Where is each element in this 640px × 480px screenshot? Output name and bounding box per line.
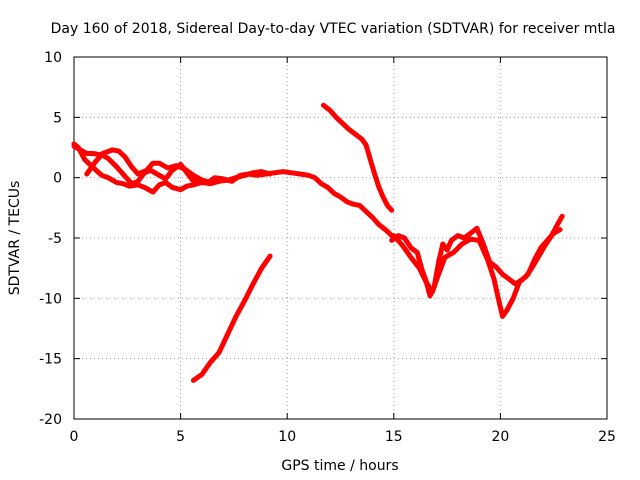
x-tick-labels: 0 5 10 15 20 25 (70, 429, 616, 445)
grid-lines (74, 57, 607, 419)
x-tick-label: 20 (491, 429, 509, 445)
x-tick-label: 25 (598, 429, 616, 445)
y-tick-label: 0 (53, 171, 62, 187)
x-tick-label: 0 (70, 429, 79, 445)
y-tick-label: 5 (53, 110, 62, 126)
series-line-trace-7 (391, 213, 565, 319)
data-series (71, 102, 565, 383)
y-tick-label: -5 (48, 231, 62, 247)
series-line-trace-2 (71, 141, 273, 195)
series-line-trace-1 (71, 143, 395, 239)
y-axis-label: SDTVAR / TECUs (7, 181, 23, 296)
x-tick-label: 10 (278, 429, 296, 445)
plot-frame (73, 56, 608, 420)
y-tick-labels: 10 5 0 -5 -10 -15 -20 (39, 50, 62, 428)
chart-title: Day 160 of 2018, Sidereal Day-to-day VTE… (51, 21, 616, 37)
series-line-trace-4 (320, 102, 395, 213)
y-tick-label: -15 (39, 352, 62, 368)
axis-ticks (73, 56, 608, 420)
x-tick-label: 15 (385, 429, 403, 445)
x-tick-label: 5 (176, 429, 185, 445)
y-tick-label: 10 (44, 50, 62, 66)
series-line-trace-3 (84, 152, 213, 187)
y-tick-label: -20 (39, 412, 62, 428)
series-line-trace-5 (190, 253, 273, 383)
y-tick-label: -10 (39, 291, 62, 307)
x-axis-label: GPS time / hours (281, 458, 398, 474)
